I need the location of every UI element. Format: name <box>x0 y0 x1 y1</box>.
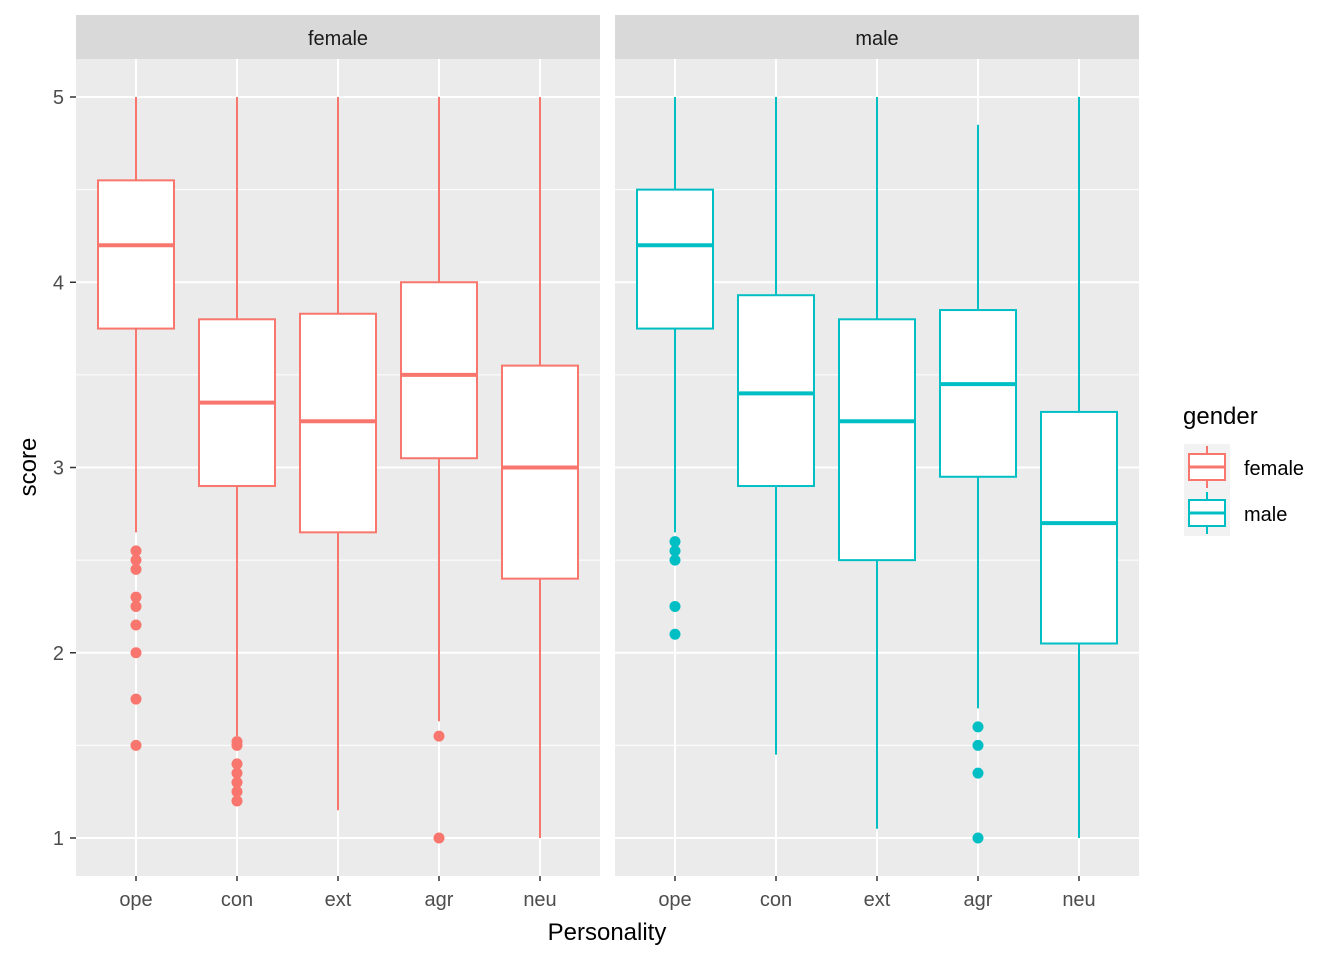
x-tick-label: ext <box>325 889 352 911</box>
y-tick-label: 4 <box>53 272 64 294</box>
box-female-ope <box>97 179 175 330</box>
outlier-point <box>669 628 681 640</box>
x-tick-label: con <box>760 889 792 911</box>
y-tick-label: 5 <box>53 87 64 109</box>
x-tick-label: agr <box>425 889 454 911</box>
x-tick-label: agr <box>964 889 993 911</box>
box-female-neu <box>501 364 579 580</box>
outlier-point <box>130 591 142 603</box>
legend-title: gender <box>1183 403 1258 430</box>
y-tick-label: 3 <box>53 458 64 480</box>
legend: gender female male <box>1183 403 1304 526</box>
box-male-ope <box>636 188 714 330</box>
box-male-neu <box>1040 410 1118 645</box>
x-axis-label: Personality <box>548 919 667 946</box>
box-male-ext <box>838 318 916 562</box>
outlier-point <box>130 647 142 659</box>
box-male-agr <box>939 309 1017 478</box>
x-tick-label: ope <box>119 889 152 911</box>
outlier-point <box>669 554 681 566</box>
outlier-point <box>972 767 984 779</box>
facet-strip-male <box>615 15 1139 59</box>
outlier-point <box>433 832 445 844</box>
box-male-con <box>737 294 815 488</box>
outlier-point <box>669 536 681 548</box>
outlier-point <box>231 795 243 807</box>
legend-label-female: female <box>1244 458 1304 480</box>
y-axis-label: score <box>15 438 42 497</box>
facet-strip-label: female <box>308 28 368 50</box>
box-female-agr <box>400 281 478 460</box>
outlier-point <box>669 545 681 557</box>
outlier-point <box>231 776 243 788</box>
outlier-point <box>972 832 984 844</box>
outlier-point <box>130 619 142 631</box>
outlier-point <box>231 767 243 779</box>
outlier-point <box>231 758 243 770</box>
outlier-point <box>130 693 142 705</box>
outlier-point <box>669 600 681 612</box>
outlier-point <box>433 730 445 742</box>
x-tick-label: ope <box>658 889 691 911</box>
outlier-point <box>130 554 142 566</box>
outlier-point <box>972 739 984 751</box>
x-tick-label: ext <box>864 889 891 911</box>
outlier-point <box>130 739 142 751</box>
x-tick-label: neu <box>1062 889 1095 911</box>
y-tick-label: 1 <box>53 828 64 850</box>
legend-label-male: male <box>1244 504 1287 526</box>
outlier-point <box>231 786 243 798</box>
outlier-point <box>130 545 142 557</box>
facet-strip-female <box>76 15 600 59</box>
outlier-point <box>231 739 243 751</box>
facet-strip-label: male <box>855 28 898 50</box>
y-tick-label: 2 <box>53 643 64 665</box>
outlier-point <box>130 563 142 575</box>
outlier-point <box>130 600 142 612</box>
outlier-point <box>972 721 984 733</box>
x-tick-label: con <box>221 889 253 911</box>
x-tick-label: neu <box>523 889 556 911</box>
